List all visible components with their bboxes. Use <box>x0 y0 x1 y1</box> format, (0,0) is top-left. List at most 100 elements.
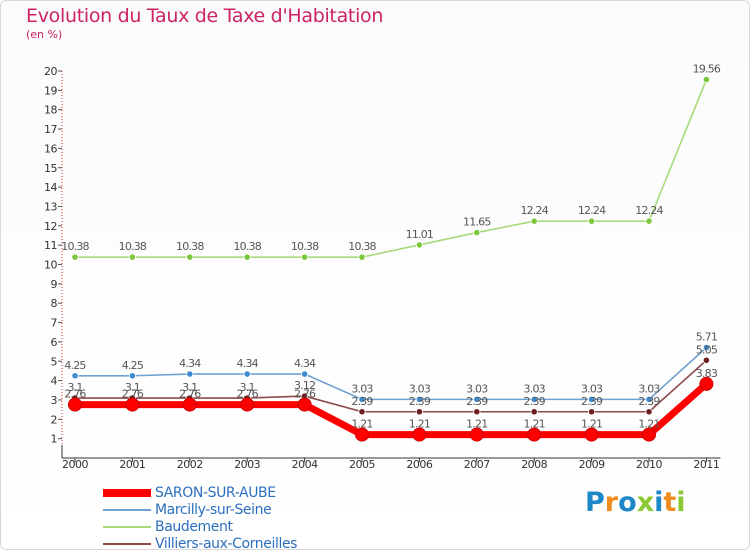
series-line-baudement <box>75 79 708 258</box>
data-point <box>358 408 366 416</box>
data-point <box>702 356 711 364</box>
data-label: 3.03 <box>524 382 546 395</box>
y-tick-label: 13 <box>44 200 57 213</box>
y-tick-label: 12 <box>44 220 57 233</box>
legend-item: SARON-SUR-AUBE <box>103 484 297 501</box>
data-label: 4.34 <box>237 357 259 370</box>
data-point <box>584 427 599 442</box>
data-point <box>473 408 481 416</box>
legend-swatch <box>103 508 151 511</box>
data-point <box>297 397 312 412</box>
x-tick-label: 2004 <box>292 458 318 471</box>
data-label: 4.25 <box>122 359 144 372</box>
data-point <box>71 253 79 261</box>
data-label: 2.39 <box>524 395 546 408</box>
x-tick-label: 2000 <box>62 458 88 471</box>
data-label: 4.25 <box>64 359 86 372</box>
data-point <box>182 397 197 412</box>
data-label: 3.03 <box>351 382 373 395</box>
y-tick-label: 17 <box>44 123 57 136</box>
data-point <box>645 395 653 403</box>
series-line-villiers-aux-corneilles <box>75 359 707 413</box>
data-point <box>530 395 538 403</box>
legend: SARON-SUR-AUBE Marcilly-sur-Seine Baudemen… <box>103 484 297 552</box>
data-label: 3.03 <box>466 382 488 395</box>
data-label: 11.01 <box>406 228 434 241</box>
data-point <box>128 372 136 380</box>
data-point <box>358 395 366 403</box>
legend-item: Baudement <box>103 518 297 535</box>
y-tick-label: 3 <box>51 394 58 407</box>
unit-label: (en %) <box>26 28 63 41</box>
y-tick-label: 14 <box>44 181 57 194</box>
y-tick-label: 15 <box>44 162 57 175</box>
data-point <box>415 408 423 416</box>
data-point <box>355 427 369 442</box>
y-tick-label: 2 <box>51 413 58 426</box>
data-label: 2.39 <box>409 395 431 408</box>
data-point <box>530 408 538 416</box>
data-point <box>473 228 481 237</box>
legend-swatch <box>103 542 151 545</box>
data-point <box>243 370 251 378</box>
data-point <box>645 217 653 225</box>
data-point <box>300 370 309 378</box>
y-tick-label: 4 <box>51 375 58 388</box>
data-label: 10.38 <box>291 240 319 253</box>
data-label: 2.39 <box>638 395 660 408</box>
data-point <box>527 427 542 442</box>
y-tick-label: 8 <box>51 297 58 310</box>
legend-swatch <box>103 488 151 497</box>
data-label: 19.56 <box>693 63 721 76</box>
data-point <box>530 217 538 225</box>
data-point <box>642 427 656 442</box>
series-line-saron-sur-aube <box>75 381 709 439</box>
data-label: 2.76 <box>122 388 144 401</box>
data-label: 10.38 <box>176 240 204 253</box>
data-label: 3.1 <box>67 381 82 394</box>
data-label: 3.03 <box>409 382 431 395</box>
data-label: 12.24 <box>635 204 663 217</box>
data-label: 10.38 <box>348 240 376 253</box>
data-point <box>587 408 596 416</box>
data-label: 10.38 <box>61 240 89 253</box>
y-tick-label: 19 <box>44 84 57 97</box>
data-label: 2.76 <box>179 388 201 401</box>
data-point <box>186 370 194 378</box>
data-point <box>645 408 653 416</box>
x-tick-label: 2008 <box>521 458 547 471</box>
data-label: 12.24 <box>578 204 606 217</box>
x-tick-label: 2011 <box>693 458 719 471</box>
x-tick-label: 2007 <box>464 458 490 471</box>
data-label: 1.21 <box>524 418 545 431</box>
data-label: 1.21 <box>466 418 487 431</box>
data-label: 10.38 <box>119 240 147 253</box>
data-label: 2.76 <box>237 388 259 401</box>
chart-title: Evolution du Taux de Taxe d'Habitation <box>26 5 384 27</box>
data-label: 2.76 <box>64 388 86 401</box>
data-label: 12.24 <box>520 204 548 217</box>
y-tick-label: 16 <box>44 142 57 155</box>
data-point <box>469 427 484 442</box>
legend-label: Villiers-aux-Corneilles <box>155 535 298 552</box>
data-point <box>300 253 309 261</box>
data-point <box>702 343 711 352</box>
legend-item: Marcilly-sur-Seine <box>103 501 297 518</box>
x-tick-label: 2002 <box>177 458 203 471</box>
x-tick-label: 2005 <box>349 458 375 471</box>
data-point <box>587 395 596 403</box>
data-point <box>587 217 596 225</box>
x-tick-label: 2010 <box>636 458 662 471</box>
legend-label: SARON-SUR-AUBE <box>155 484 276 501</box>
data-label: 4.34 <box>179 357 201 370</box>
data-point <box>243 253 251 261</box>
data-point <box>358 253 366 261</box>
data-label: 5.05 <box>696 343 718 356</box>
y-tick-label: 5 <box>51 355 58 368</box>
data-label: 3.83 <box>696 367 718 380</box>
x-tick-label: 2006 <box>406 458 432 471</box>
data-point <box>186 253 194 261</box>
series-line-marcilly-sur-seine <box>75 346 707 401</box>
legend-item: Villiers-aux-Corneilles <box>103 535 297 552</box>
